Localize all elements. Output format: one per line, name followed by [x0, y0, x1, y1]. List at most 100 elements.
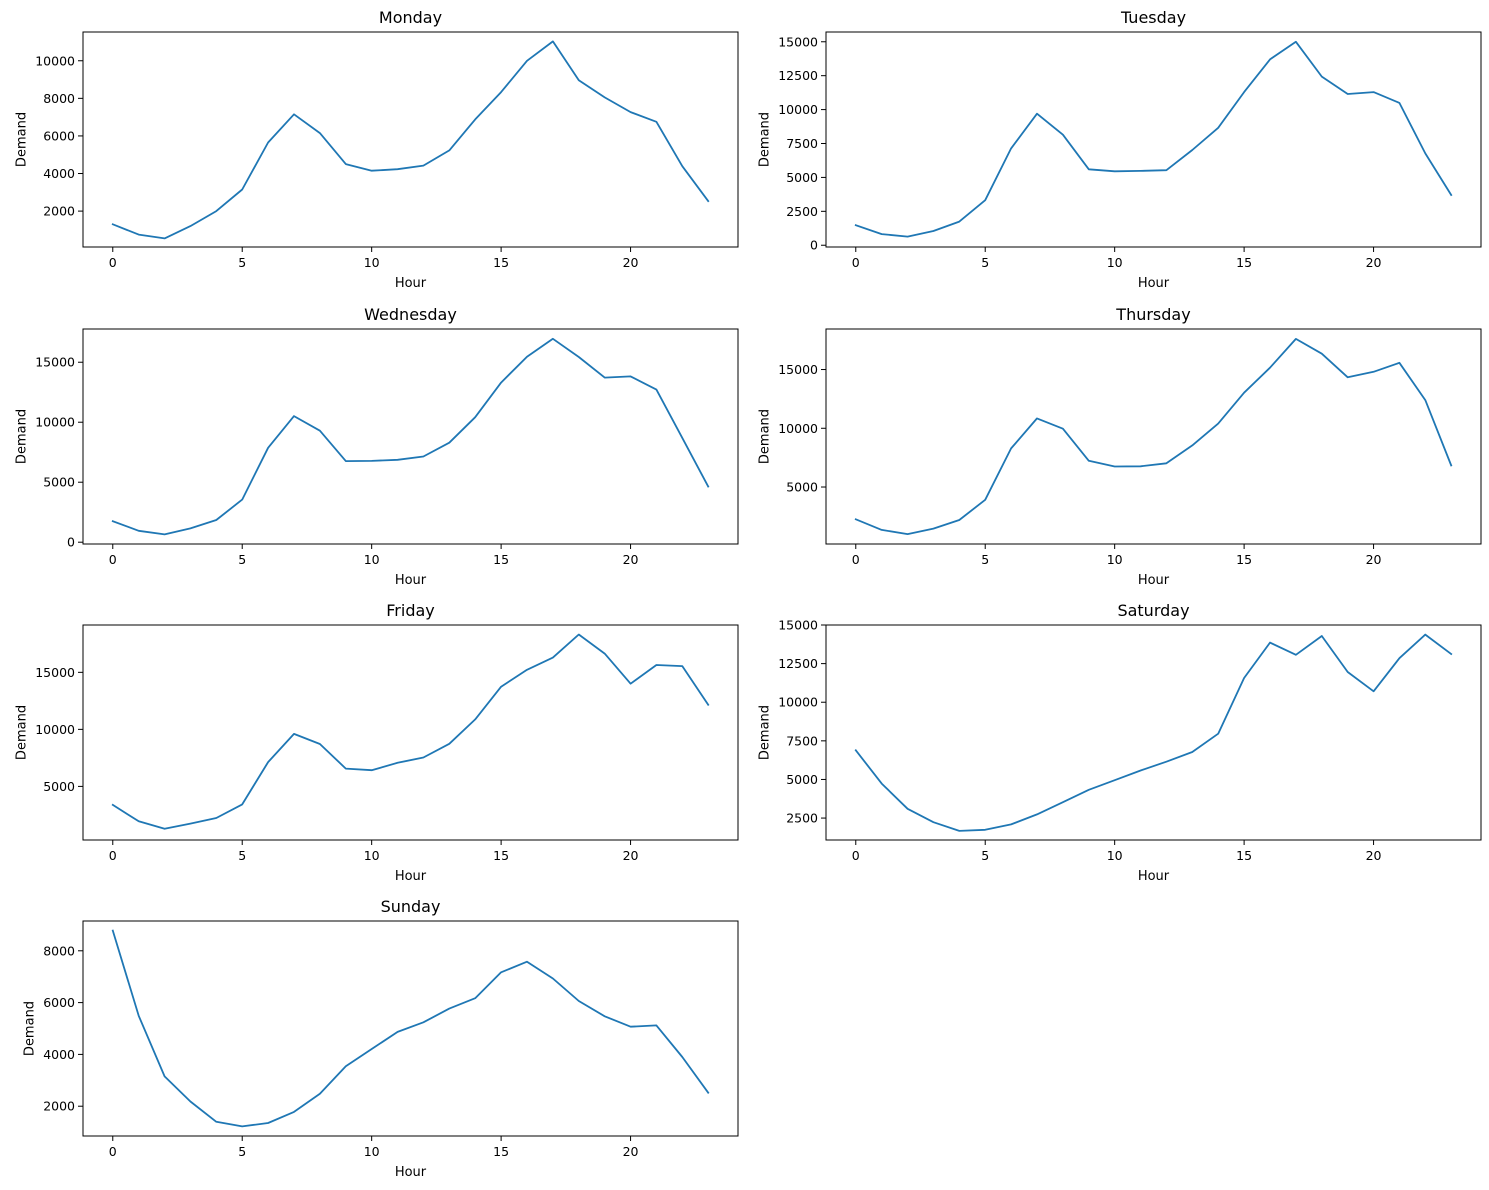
x-axis-label: Hour [1138, 573, 1170, 588]
y-tick-label: 2000 [43, 204, 75, 219]
x-axis-label: Hour [395, 573, 427, 588]
x-tick-label: 0 [109, 1144, 117, 1159]
x-axis-label: Hour [395, 869, 427, 884]
x-tick-label: 10 [1107, 848, 1123, 863]
y-tick-label: 4000 [43, 166, 75, 181]
y-tick-label: 7500 [786, 136, 818, 151]
x-tick-label: 0 [109, 255, 117, 270]
x-tick-label: 10 [1107, 552, 1123, 567]
y-tick-label: 5000 [786, 170, 818, 185]
y-tick-label: 10000 [35, 415, 75, 430]
x-axis-label: Hour [1138, 276, 1170, 291]
axes-frame [825, 31, 1482, 248]
x-tick-label: 5 [981, 255, 989, 270]
subplot-title: Thursday [1115, 305, 1190, 324]
axes-frame [82, 624, 739, 841]
series-line-monday [111, 40, 710, 240]
y-tick-label: 10000 [778, 102, 818, 117]
y-tick-label: 15000 [35, 355, 75, 370]
x-axis-label: Hour [395, 1165, 427, 1180]
subplot-saturday: 0 5 10 15 20 2500 5000 7500 10000 12500 15000 Satur… [758, 601, 1482, 884]
x-tick-label: 15 [1236, 255, 1252, 270]
y-axis-label: Demand [758, 705, 773, 760]
y-tick-label: 15000 [778, 34, 818, 49]
y-tick-label: 2500 [786, 811, 818, 826]
y-tick-label: 2500 [786, 204, 818, 219]
y-tick-label: 8000 [43, 943, 75, 958]
y-tick-label: 8000 [43, 91, 75, 106]
y-tick-label: 2000 [43, 1099, 75, 1114]
y-axis-label: Demand [15, 409, 30, 464]
x-tick-label: 10 [1107, 255, 1123, 270]
y-tick-label: 12500 [778, 68, 818, 83]
x-tick-label: 15 [493, 848, 509, 863]
axes-frame [82, 920, 739, 1137]
y-axis-label: Demand [22, 1001, 37, 1056]
axes-frame [82, 31, 739, 248]
x-tick-label: 20 [623, 1144, 639, 1159]
subplot-title: Monday [379, 8, 442, 27]
subplot-title: Sunday [381, 897, 441, 916]
x-tick-label: 20 [623, 552, 639, 567]
y-tick-label: 15000 [35, 665, 75, 680]
x-tick-label: 15 [493, 552, 509, 567]
y-tick-label: 0 [67, 535, 75, 550]
y-tick-label: 15000 [778, 362, 818, 377]
y-axis-label: Demand [758, 112, 773, 167]
y-axis-label: Demand [758, 409, 773, 464]
x-tick-label: 10 [364, 552, 380, 567]
x-tick-label: 5 [238, 848, 246, 863]
series-line-thursday [854, 337, 1453, 535]
subplot-title: Friday [386, 601, 435, 620]
x-tick-label: 5 [238, 1144, 246, 1159]
subplot-title: Wednesday [364, 305, 457, 324]
y-tick-label: 10000 [778, 421, 818, 436]
x-tick-label: 15 [493, 1144, 509, 1159]
series-line-tuesday [854, 40, 1453, 238]
y-tick-label: 6000 [43, 128, 75, 143]
x-tick-label: 10 [364, 848, 380, 863]
y-tick-label: 7500 [786, 733, 818, 748]
y-tick-label: 5000 [786, 480, 818, 495]
x-tick-label: 20 [623, 848, 639, 863]
subplot-monday: 0 5 10 15 20 2000 4000 6000 8000 10000 Monday Hour D… [15, 8, 739, 291]
x-tick-label: 20 [1366, 255, 1382, 270]
x-tick-label: 0 [109, 552, 117, 567]
x-tick-label: 5 [238, 255, 246, 270]
subplot-title: Tuesday [1120, 8, 1186, 27]
x-tick-label: 10 [364, 255, 380, 270]
x-tick-label: 20 [1366, 552, 1382, 567]
y-axis-label: Demand [15, 705, 30, 760]
subplot-title: Saturday [1117, 601, 1189, 620]
x-tick-label: 5 [981, 848, 989, 863]
series-line-friday [111, 633, 710, 830]
y-tick-label: 5000 [786, 772, 818, 787]
subplot-wednesday: 0 5 10 15 20 0 5000 10000 15000 Wednesday Hour Dema… [15, 305, 739, 588]
subplot-friday: 0 5 10 15 20 5000 10000 15000 Friday Hour Demand [15, 601, 739, 884]
y-axis-label: Demand [15, 112, 30, 167]
y-tick-label: 5000 [43, 779, 75, 794]
x-tick-label: 5 [981, 552, 989, 567]
subplot-thursday: 0 5 10 15 20 5000 10000 15000 Thursday Hour Demand [758, 305, 1482, 588]
x-axis-label: Hour [1138, 869, 1170, 884]
x-tick-label: 10 [364, 1144, 380, 1159]
y-tick-label: 10000 [35, 53, 75, 68]
y-tick-label: 12500 [778, 656, 818, 671]
x-tick-label: 0 [852, 255, 860, 270]
subplot-tuesday: 0 5 10 15 20 0 2500 5000 7500 10000 12500 15000 Tues… [758, 8, 1482, 291]
axes-frame [825, 624, 1482, 841]
x-tick-label: 0 [852, 848, 860, 863]
axes-frame [825, 328, 1482, 545]
x-tick-label: 20 [623, 255, 639, 270]
subplot-sunday: 0 5 10 15 20 2000 4000 6000 8000 Sunday Hour Demand [22, 897, 739, 1180]
x-axis-label: Hour [395, 276, 427, 291]
x-tick-label: 5 [238, 552, 246, 567]
y-tick-label: 5000 [43, 475, 75, 490]
x-tick-label: 20 [1366, 848, 1382, 863]
x-tick-label: 0 [852, 552, 860, 567]
axes-frame [82, 328, 739, 545]
x-tick-label: 15 [493, 255, 509, 270]
y-tick-label: 4000 [43, 1047, 75, 1062]
y-tick-label: 10000 [778, 695, 818, 710]
y-tick-label: 0 [810, 238, 818, 253]
